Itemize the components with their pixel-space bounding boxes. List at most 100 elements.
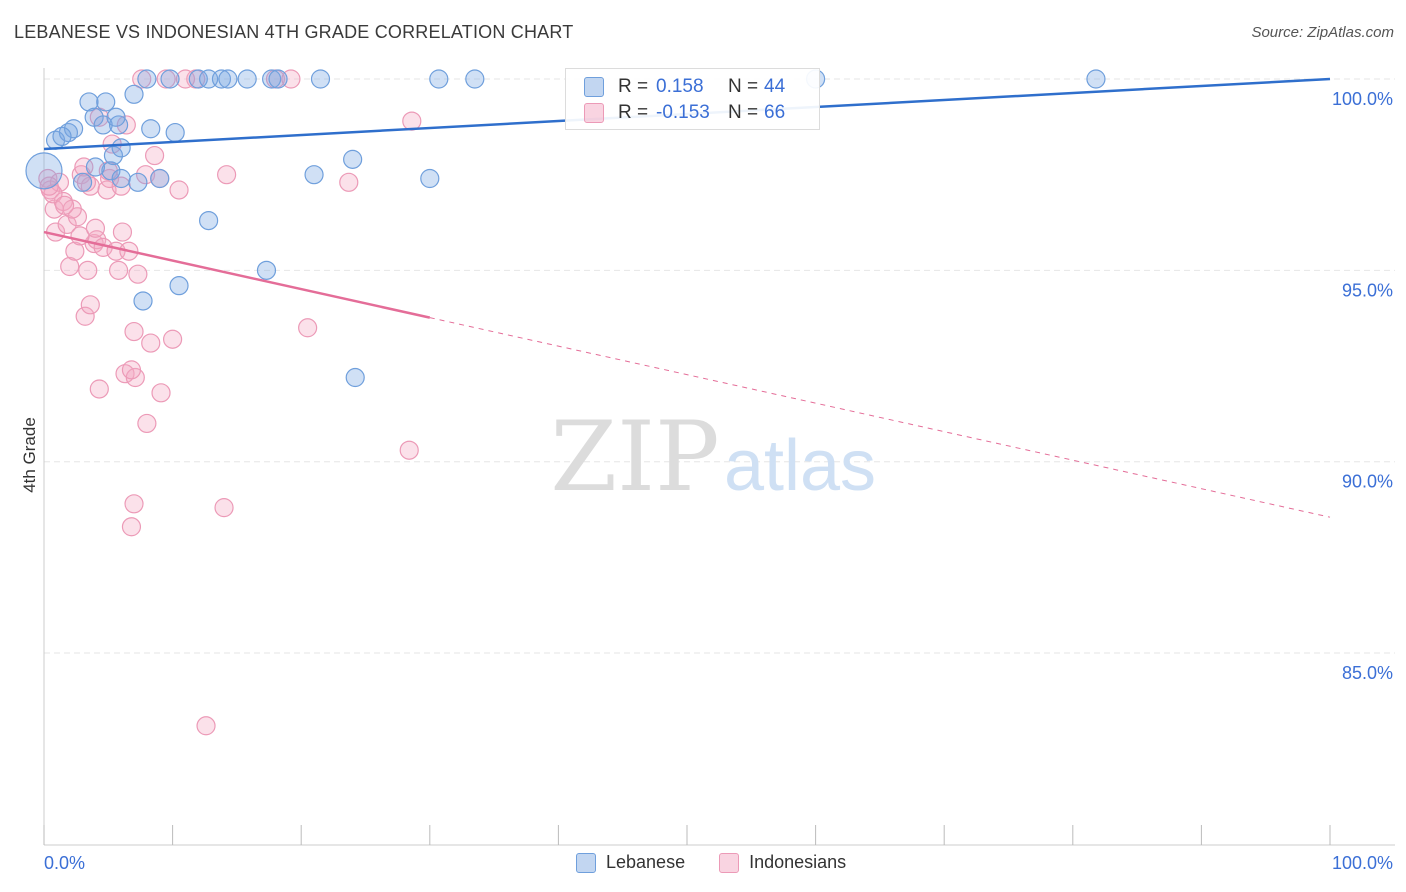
indonesian-point bbox=[54, 195, 75, 215]
indonesian-point bbox=[89, 379, 109, 399]
indonesian-point bbox=[116, 115, 136, 135]
indonesian-point bbox=[128, 264, 148, 284]
lebanese-point bbox=[111, 138, 131, 158]
lebanese-point bbox=[101, 161, 121, 181]
indonesian-point bbox=[39, 176, 59, 196]
x-tick-label: 0.0% bbox=[44, 853, 85, 873]
lebanese-point bbox=[343, 149, 363, 169]
indonesian-point bbox=[163, 329, 183, 349]
indonesian-point bbox=[169, 180, 189, 200]
stats-row-indonesians: R = -0.153 N = 66 bbox=[584, 101, 785, 125]
lebanese-point bbox=[108, 115, 129, 135]
indonesian-trend-extension bbox=[429, 317, 1331, 518]
indonesian-point bbox=[74, 157, 94, 177]
indonesian-point bbox=[124, 494, 144, 514]
stats-r-label: R = bbox=[618, 102, 649, 123]
tick-labels: 100.0% 95.0% 90.0% 85.0% 0.0% 100.0% bbox=[44, 89, 1393, 873]
lebanese-point bbox=[137, 69, 157, 89]
watermark-atlas: atlas bbox=[724, 426, 876, 506]
watermark: ZIP atlas bbox=[550, 401, 876, 513]
data-points bbox=[25, 69, 1106, 736]
indonesian-point bbox=[217, 165, 237, 185]
legend-swatch-lebanese bbox=[576, 852, 596, 873]
y-tick-label: 90.0% bbox=[1342, 472, 1393, 492]
stats-r-value: 0.158 bbox=[656, 76, 704, 97]
stats-n-value: 44 bbox=[764, 76, 786, 97]
lebanese-point bbox=[237, 69, 257, 89]
legend-label-indonesians: Indonesians bbox=[749, 852, 847, 872]
lebanese-point bbox=[141, 119, 161, 139]
indonesian-point bbox=[57, 214, 77, 235]
lebanese-point bbox=[103, 145, 124, 166]
lebanese-point bbox=[420, 168, 440, 189]
indonesian-point bbox=[85, 218, 106, 238]
lebanese-point bbox=[111, 168, 131, 189]
lebanese-point bbox=[169, 276, 189, 296]
stats-swatch-lebanese bbox=[584, 77, 604, 97]
indonesian-point bbox=[124, 321, 144, 342]
lebanese-point bbox=[188, 69, 208, 89]
indonesian-point bbox=[49, 172, 70, 192]
lebanese-point bbox=[150, 168, 170, 189]
indonesian-point bbox=[399, 440, 419, 460]
chart-legend: Lebanese Indonesians bbox=[576, 852, 870, 873]
stats-row-lebanese: R = 0.158 N = 44 bbox=[584, 75, 785, 99]
indonesian-point bbox=[112, 222, 133, 242]
legend-swatch-indonesians bbox=[719, 852, 740, 873]
stats-box: R = 0.158 N = 44 R = -0.153 N = 66 bbox=[565, 68, 820, 130]
stats-n-label: N = bbox=[728, 76, 759, 97]
lebanese-point bbox=[63, 119, 84, 139]
indonesian-point bbox=[38, 168, 58, 189]
lebanese-point bbox=[124, 84, 144, 104]
indonesian-point bbox=[75, 306, 95, 326]
lebanese-point bbox=[199, 210, 219, 231]
lebanese-point bbox=[128, 172, 148, 192]
lebanese-point bbox=[211, 69, 232, 89]
stats-swatch-indonesians bbox=[584, 103, 604, 123]
lebanese-point bbox=[429, 69, 449, 89]
y-tick-label: 85.0% bbox=[1342, 663, 1393, 683]
indonesian-point bbox=[151, 383, 171, 403]
x-tick-label: 100.0% bbox=[1332, 853, 1393, 873]
indonesian-point bbox=[60, 256, 80, 277]
indonesian-point bbox=[121, 360, 142, 380]
indonesian-point bbox=[144, 145, 165, 166]
indonesian-point bbox=[65, 241, 85, 261]
indonesian-point bbox=[132, 69, 152, 89]
lebanese-point bbox=[268, 69, 288, 89]
lebanese-point bbox=[96, 92, 116, 112]
lebanese-point bbox=[465, 69, 485, 89]
lebanese-point bbox=[133, 291, 153, 311]
indonesian-point bbox=[108, 260, 129, 280]
stats-n-value: 66 bbox=[764, 102, 786, 123]
lebanese-point bbox=[256, 260, 277, 280]
lebanese-point bbox=[72, 172, 93, 192]
lebanese-point bbox=[310, 69, 331, 89]
stats-r-value: -0.153 bbox=[656, 102, 710, 123]
lebanese-point bbox=[262, 69, 282, 89]
lebanese-point bbox=[218, 69, 238, 89]
legend-item-lebanese[interactable]: Lebanese bbox=[576, 852, 685, 873]
indonesian-point bbox=[121, 517, 142, 537]
indonesian-point bbox=[141, 333, 161, 353]
indonesian-point bbox=[80, 295, 100, 315]
stats-r-label: R = bbox=[618, 76, 649, 97]
indonesian-point bbox=[137, 413, 157, 434]
indonesian-point bbox=[339, 172, 359, 192]
watermark-zip: ZIP bbox=[550, 401, 719, 513]
legend-label-lebanese: Lebanese bbox=[606, 852, 686, 872]
indonesian-trend-line bbox=[43, 230, 431, 319]
y-tick-label: 100.0% bbox=[1332, 89, 1393, 109]
lebanese-point bbox=[85, 157, 106, 177]
lebanese-point bbox=[345, 367, 365, 388]
axes bbox=[43, 68, 1395, 846]
lebanese-point bbox=[1086, 69, 1106, 89]
lebanese-point bbox=[106, 107, 126, 127]
stats-n-label: N = bbox=[728, 102, 759, 123]
indonesian-point bbox=[214, 498, 234, 518]
legend-item-indonesians[interactable]: Indonesians bbox=[719, 852, 846, 873]
indonesian-point bbox=[135, 165, 156, 185]
grid-lines bbox=[44, 78, 1395, 654]
indonesian-point bbox=[78, 260, 98, 280]
